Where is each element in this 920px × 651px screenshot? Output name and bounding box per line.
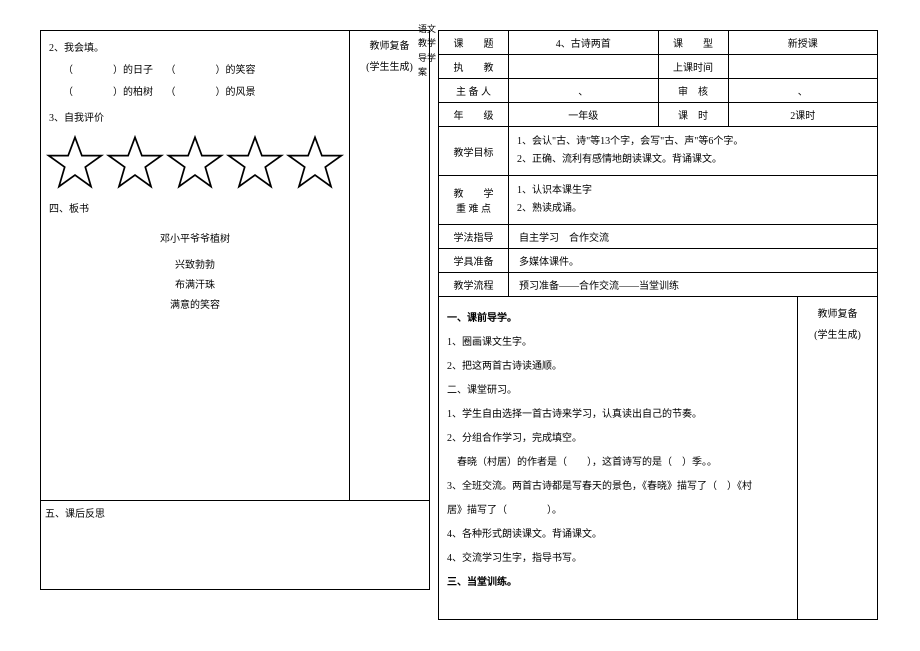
cell-label: 主 备 人 xyxy=(439,79,509,103)
side-label-2: (学生生成) xyxy=(354,58,425,73)
margin-l3: 导学 xyxy=(418,51,448,65)
table-row: 学法指导 自主学习 合作交流 xyxy=(439,225,878,249)
body-line: 3、全班交流。两首古诗都是写春天的景色，《春晓》描写了（ ）《村 xyxy=(447,475,789,499)
poem-line-1: 兴致勃勃 xyxy=(45,256,345,276)
side-label-2: (学生生成) xyxy=(802,326,873,341)
cell-goals: 1、会认"古、诗"等13个字，会写"古、声"等6个字。 2、正确、流利有感情地朗… xyxy=(509,127,878,176)
left-top-region: 2、我会填。 （ ）的日子 （ ）的笑容 （ ）的柏树 （ ）的风景 3、自我评… xyxy=(41,31,429,501)
cell-label: 课 时 xyxy=(658,103,728,127)
cell-label: 教学流程 xyxy=(439,273,509,297)
cell-value: 2课时 xyxy=(728,103,878,127)
star-icon xyxy=(105,135,165,190)
info-table: 课 题 4、古诗两首 课 型 新授课 执 教 上课时间 主 备 人 、 审 核 … xyxy=(438,30,878,297)
left-main: 2、我会填。 （ ）的日子 （ ）的笑容 （ ）的柏树 （ ）的风景 3、自我评… xyxy=(41,31,349,500)
cell-value: 多媒体课件。 xyxy=(509,249,878,273)
cell-label: 审 核 xyxy=(658,79,728,103)
body-line: 1、学生自由选择一首古诗来学习，认真读出自己的节奏。 xyxy=(447,403,789,427)
cell-label: 教 学 重 难 点 xyxy=(439,176,509,225)
right-side-panel: 教师复备 (学生生成) xyxy=(797,297,877,619)
cell-value xyxy=(728,55,878,79)
cell-value xyxy=(509,55,659,79)
cell-label: 教学目标 xyxy=(439,127,509,176)
side-label-1: 教师复备 xyxy=(802,305,873,320)
margin-l4: 案 xyxy=(418,65,448,79)
table-row: 执 教 上课时间 xyxy=(439,55,878,79)
fill-1a: （ ）的日子 xyxy=(63,65,153,76)
cell-label: 课 题 xyxy=(439,31,509,55)
fill-row-2: （ ）的柏树 （ ）的风景 xyxy=(45,83,345,103)
label-part-a: 教 学 xyxy=(445,185,502,200)
side-label-1: 教师复备 xyxy=(354,37,425,52)
cell-label: 课 型 xyxy=(658,31,728,55)
table-row: 教学目标 1、会认"古、诗"等13个字，会写"古、声"等6个字。 2、正确、流利… xyxy=(439,127,878,176)
star-icon xyxy=(45,135,105,190)
table-row: 课 题 4、古诗两首 课 型 新授课 xyxy=(439,31,878,55)
right-body: 一、课前导学。 1、圈画课文生字。 2、把这两首古诗读通顺。 二、课堂研习。 1… xyxy=(438,297,878,620)
poem-block: 邓小平爷爷植树 兴致勃勃 布满汗珠 满意的笑容 xyxy=(45,230,345,316)
body-line: 4、各种形式朗读课文。背诵课文。 xyxy=(447,523,789,547)
fill-2a: （ ）的柏树 xyxy=(63,87,153,98)
heading-2: 2、我会填。 xyxy=(45,39,345,59)
right-page: 语文 教学 导学 案 课 题 4、古诗两首 课 型 新授课 执 教 上课时间 主… xyxy=(438,30,878,620)
body-line: 居》描写了（ ）。 xyxy=(447,499,789,523)
goal-2: 2、正确、流利有感情地朗读课文。背诵课文。 xyxy=(517,151,869,169)
fill-1b: （ ）的笑容 xyxy=(166,65,256,76)
star-row xyxy=(45,135,345,190)
poem-line-2: 布满汗珠 xyxy=(45,276,345,296)
left-side-panel: 教师复备 (学生生成) xyxy=(349,31,429,500)
cell-label: 学具准备 xyxy=(439,249,509,273)
cell-value: 、 xyxy=(509,79,659,103)
right-main: 一、课前导学。 1、圈画课文生字。 2、把这两首古诗读通顺。 二、课堂研习。 1… xyxy=(439,297,797,619)
table-row: 教 学 重 难 点 1、认识本课生字 2、熟读成诵。 xyxy=(439,176,878,225)
body-line: 2、分组合作学习，完成填空。 xyxy=(447,427,789,451)
label-part-b: 重 难 点 xyxy=(445,200,502,215)
cell-label: 上课时间 xyxy=(658,55,728,79)
cell-value: 、 xyxy=(728,79,878,103)
star-icon xyxy=(165,135,225,190)
fill-row-1: （ ）的日子 （ ）的笑容 xyxy=(45,61,345,81)
margin-l2: 教学 xyxy=(418,36,448,50)
cell-value: 4、古诗两首 xyxy=(509,31,659,55)
cell-focus: 1、认识本课生字 2、熟读成诵。 xyxy=(509,176,878,225)
cell-value: 自主学习 合作交流 xyxy=(509,225,878,249)
table-row: 年 级 一年级 课 时 2课时 xyxy=(439,103,878,127)
table-row: 学具准备 多媒体课件。 xyxy=(439,249,878,273)
poem-line-3: 满意的笑容 xyxy=(45,296,345,316)
focus-2: 2、熟读成诵。 xyxy=(517,200,869,218)
body-line: 春晓（村居）的作者是（ ），这首诗写的是（ ）季。。 xyxy=(447,451,789,475)
focus-1: 1、认识本课生字 xyxy=(517,182,869,200)
margin-l1: 语文 xyxy=(418,22,448,36)
left-bottom-region: 五、课后反思 xyxy=(41,501,429,589)
cell-label: 年 级 xyxy=(439,103,509,127)
heading-3: 3、自我评价 xyxy=(45,109,345,129)
section-1: 一、课前导学。 xyxy=(447,307,789,331)
table-row: 教学流程 预习准备——合作交流——当堂训练 xyxy=(439,273,878,297)
section-4: 四、板书 xyxy=(45,200,345,220)
margin-label: 语文 教学 导学 案 xyxy=(418,22,448,80)
cell-value: 一年级 xyxy=(509,103,659,127)
star-icon xyxy=(285,135,345,190)
cell-label: 执 教 xyxy=(439,55,509,79)
section-5: 五、课后反思 xyxy=(45,505,425,520)
left-page: 2、我会填。 （ ）的日子 （ ）的笑容 （ ）的柏树 （ ）的风景 3、自我评… xyxy=(40,30,430,590)
star-icon xyxy=(225,135,285,190)
table-row: 主 备 人 、 审 核 、 xyxy=(439,79,878,103)
section-3: 三、当堂训练。 xyxy=(447,571,789,595)
section-2: 二、课堂研习。 xyxy=(447,379,789,403)
body-line: 2、把这两首古诗读通顺。 xyxy=(447,355,789,379)
fill-2b: （ ）的风景 xyxy=(166,87,256,98)
poem-title: 邓小平爷爷植树 xyxy=(45,230,345,250)
cell-value: 预习准备——合作交流——当堂训练 xyxy=(509,273,878,297)
body-line: 4、交流学习生字，指导书写。 xyxy=(447,547,789,571)
cell-label: 学法指导 xyxy=(439,225,509,249)
goal-1: 1、会认"古、诗"等13个字，会写"古、声"等6个字。 xyxy=(517,133,869,151)
cell-value: 新授课 xyxy=(728,31,878,55)
body-line: 1、圈画课文生字。 xyxy=(447,331,789,355)
